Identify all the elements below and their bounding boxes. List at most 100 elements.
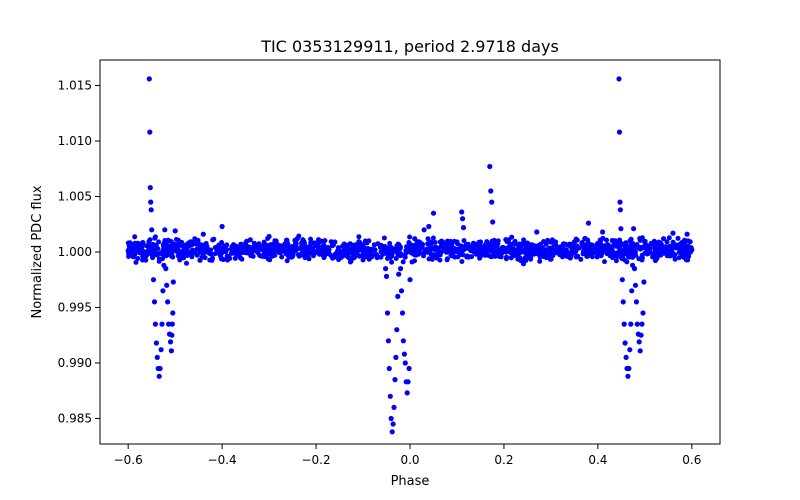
data-point xyxy=(429,246,435,252)
data-point xyxy=(296,253,302,259)
data-point xyxy=(523,245,529,250)
data-point xyxy=(289,249,295,255)
data-point xyxy=(384,310,391,316)
x-tick-label: −0.4 xyxy=(208,453,237,467)
data-point xyxy=(640,245,646,250)
data-point xyxy=(315,247,321,253)
data-point xyxy=(616,129,623,135)
data-point xyxy=(142,251,148,257)
data-point xyxy=(341,252,347,258)
data-point xyxy=(598,248,604,254)
data-point xyxy=(664,239,670,245)
data-point xyxy=(295,246,301,252)
data-point xyxy=(488,254,494,260)
data-point xyxy=(627,347,633,353)
data-point xyxy=(390,421,396,427)
data-point xyxy=(247,237,253,243)
data-point xyxy=(322,250,328,256)
data-point xyxy=(398,288,405,294)
data-point xyxy=(172,228,178,234)
data-point xyxy=(322,246,329,252)
data-point xyxy=(223,249,229,255)
y-tick-label: 1.000 xyxy=(58,245,92,259)
data-point xyxy=(233,251,239,257)
data-point xyxy=(435,246,441,252)
data-point xyxy=(508,255,514,261)
data-point xyxy=(504,254,509,260)
data-point xyxy=(571,246,577,252)
data-point xyxy=(284,258,290,264)
data-point xyxy=(577,245,582,251)
data-point xyxy=(149,227,155,233)
data-point xyxy=(618,254,625,261)
data-point xyxy=(426,223,432,230)
data-point xyxy=(181,245,188,251)
data-point xyxy=(168,348,174,354)
y-tick-label: 0.985 xyxy=(58,411,92,425)
data-point xyxy=(148,199,154,205)
data-point xyxy=(660,250,666,256)
data-point xyxy=(304,251,310,257)
data-point xyxy=(194,252,200,258)
data-point xyxy=(426,256,432,262)
data-point xyxy=(389,429,395,435)
data-point xyxy=(156,373,162,379)
data-point xyxy=(430,210,437,216)
y-tick-label: 1.015 xyxy=(58,79,92,93)
data-point xyxy=(393,354,399,360)
data-point xyxy=(311,250,317,256)
data-point xyxy=(663,244,669,250)
data-point xyxy=(405,379,411,385)
data-point xyxy=(567,255,573,261)
data-point xyxy=(602,259,607,265)
data-point xyxy=(639,257,645,263)
data-point xyxy=(248,253,254,259)
data-point xyxy=(581,248,586,254)
data-point xyxy=(678,249,684,255)
data-point xyxy=(160,288,166,294)
data-point xyxy=(363,254,369,260)
data-point xyxy=(135,245,141,251)
data-point xyxy=(478,244,484,250)
x-tick-label: 0.0 xyxy=(400,453,419,467)
data-point xyxy=(586,245,592,251)
data-point xyxy=(395,293,401,299)
data-point xyxy=(238,255,243,261)
data-point xyxy=(598,237,604,243)
data-point xyxy=(460,216,466,222)
x-tick-label: 0.2 xyxy=(494,453,513,467)
y-tick-label: 1.005 xyxy=(58,190,92,204)
data-point xyxy=(125,240,131,246)
data-point xyxy=(184,260,189,266)
data-point xyxy=(562,250,568,256)
data-point xyxy=(455,247,461,253)
data-point xyxy=(174,248,180,254)
data-point xyxy=(430,253,436,259)
y-tick-label: 0.995 xyxy=(58,300,92,314)
data-point xyxy=(270,251,276,257)
data-point xyxy=(488,248,494,254)
data-point xyxy=(406,240,412,245)
data-point xyxy=(135,256,141,261)
data-point xyxy=(347,249,353,254)
data-point xyxy=(439,239,445,245)
data-point xyxy=(639,321,645,327)
data-point xyxy=(146,76,152,82)
data-point xyxy=(156,239,162,245)
data-point xyxy=(421,253,426,259)
data-point xyxy=(212,245,218,251)
data-point xyxy=(392,377,398,383)
data-point xyxy=(639,252,645,258)
data-point xyxy=(412,236,418,242)
data-point xyxy=(132,234,138,240)
data-point xyxy=(356,253,362,259)
data-point xyxy=(450,245,456,251)
data-point xyxy=(630,247,636,253)
data-point xyxy=(634,321,640,327)
data-point xyxy=(618,226,624,232)
data-point xyxy=(372,247,378,253)
data-point xyxy=(169,251,175,257)
data-point xyxy=(387,241,393,246)
data-point xyxy=(147,185,153,191)
data-point xyxy=(167,243,173,249)
